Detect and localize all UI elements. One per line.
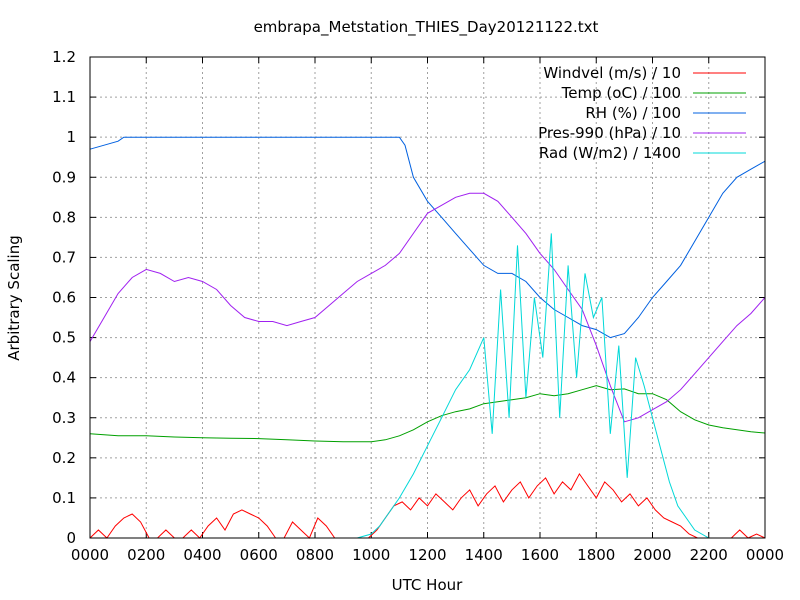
x-tick-label: 0600 bbox=[240, 546, 278, 564]
legend-label: Rad (W/m2) / 1400 bbox=[539, 144, 681, 162]
x-tick-label: 1000 bbox=[352, 546, 390, 564]
x-tick-label: 0000 bbox=[71, 546, 109, 564]
series-line-4 bbox=[90, 233, 765, 539]
x-tick-label: 2200 bbox=[690, 546, 728, 564]
x-tick-label: 0400 bbox=[183, 546, 221, 564]
series-line-3 bbox=[89, 192, 766, 423]
chart-title: embrapa_Metstation_THIES_Day20121122.txt bbox=[254, 18, 599, 37]
x-axis-label: UTC Hour bbox=[392, 576, 463, 594]
y-tick-label: 1.1 bbox=[52, 88, 76, 106]
y-tick-label: 1 bbox=[66, 128, 76, 146]
x-tick-label: 1200 bbox=[408, 546, 446, 564]
y-tick-label: 0.6 bbox=[52, 289, 76, 307]
ticks: 0 0.1 0.2 0.3 0.4 0.5 0.6 0.7 0.8 0.9 1 1.1 1.2 0000 0… bbox=[52, 48, 784, 564]
y-axis-label: Arbitrary Scaling bbox=[5, 235, 23, 361]
y-tick-label: 0.4 bbox=[52, 369, 76, 387]
legend-label: RH (%) / 100 bbox=[585, 104, 681, 122]
x-tick-label: 0200 bbox=[127, 546, 165, 564]
y-tick-label: 0.9 bbox=[52, 168, 76, 186]
x-tick-label: 1600 bbox=[521, 546, 559, 564]
y-tick-label: 0 bbox=[66, 529, 76, 547]
y-tick-label: 0.8 bbox=[52, 208, 76, 226]
series-line-1 bbox=[89, 385, 766, 443]
y-tick-label: 0.2 bbox=[52, 449, 76, 467]
legend: Windvel (m/s) / 10 Temp (oC) / 100 RH (%) … bbox=[538, 64, 746, 162]
y-tick-label: 1.2 bbox=[52, 48, 76, 66]
x-tick-label: 0800 bbox=[296, 546, 334, 564]
legend-label: Pres-990 (hPa) / 10 bbox=[538, 124, 681, 142]
series-lines bbox=[89, 136, 766, 539]
x-tick-label: 0000 bbox=[746, 546, 784, 564]
series-line-0 bbox=[89, 472, 766, 539]
y-tick-label: 0.7 bbox=[52, 248, 76, 266]
x-tick-label: 1800 bbox=[577, 546, 615, 564]
plot-frame bbox=[89, 56, 766, 539]
x-tick-label: 2000 bbox=[633, 546, 671, 564]
series-line-2 bbox=[89, 136, 766, 339]
legend-label: Temp (oC) / 100 bbox=[561, 84, 681, 102]
x-tick-label: 1400 bbox=[465, 546, 503, 564]
y-tick-label: 0.5 bbox=[52, 329, 76, 347]
y-tick-label: 0.1 bbox=[52, 489, 76, 507]
y-tick-label: 0.3 bbox=[52, 409, 76, 427]
legend-label: Windvel (m/s) / 10 bbox=[543, 64, 681, 82]
